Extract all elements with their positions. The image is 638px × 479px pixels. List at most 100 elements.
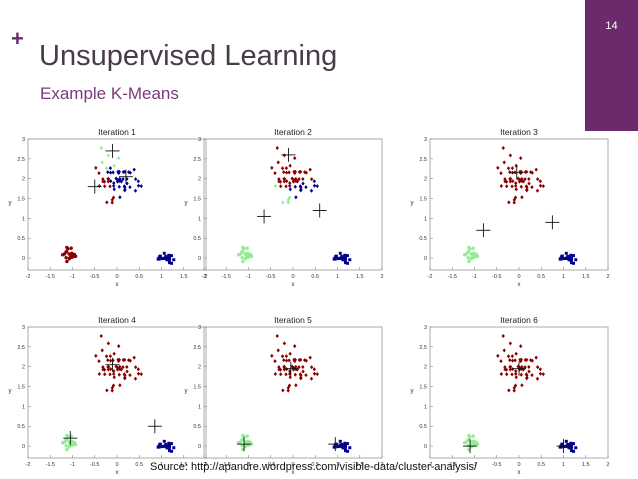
data-point [468, 435, 472, 439]
data-point [294, 367, 298, 372]
data-point [284, 372, 288, 377]
y-tick-label: 0.5 [193, 236, 201, 242]
data-point [541, 372, 545, 377]
data-point [514, 369, 518, 374]
data-point [282, 153, 287, 158]
data-point [524, 357, 529, 362]
data-point [97, 184, 102, 189]
data-point [281, 200, 285, 205]
data-point [571, 442, 575, 446]
data-point [280, 354, 285, 359]
y-tick-label: 2 [424, 365, 427, 371]
data-point [133, 376, 138, 381]
data-point [538, 179, 543, 184]
y-tick-label: 1 [424, 404, 427, 410]
x-tick-label: 1.5 [356, 274, 364, 280]
data-point [245, 246, 249, 250]
data-point [466, 438, 471, 442]
data-point [524, 169, 529, 174]
data-point [102, 372, 107, 377]
data-point [249, 442, 254, 446]
data-point [240, 443, 244, 448]
data-point [282, 341, 287, 346]
data-point [503, 177, 507, 182]
data-point [118, 195, 122, 200]
data-point [568, 446, 572, 450]
y-tick-label: 1 [198, 404, 201, 410]
data-point [114, 364, 118, 369]
x-axis-label: x [292, 282, 295, 288]
y-tick-label: 2 [424, 177, 427, 183]
data-point [122, 184, 127, 189]
data-point [117, 169, 122, 174]
data-point [304, 358, 308, 363]
plot-frame [203, 138, 383, 271]
data-point [503, 179, 507, 184]
y-tick-label: 3 [424, 325, 427, 331]
data-point [345, 254, 349, 258]
data-point [304, 170, 308, 175]
data-point [510, 358, 515, 363]
data-point [565, 256, 569, 260]
data-point [101, 177, 105, 182]
data-point [499, 372, 504, 377]
data-point [136, 183, 141, 188]
data-point [312, 367, 317, 372]
x-tick-label: 0.5 [537, 274, 545, 280]
plot-title: Iteration 1 [98, 127, 136, 137]
x-axis-label: x [292, 470, 295, 476]
data-point [70, 443, 74, 447]
x-tick-label: 1 [562, 462, 565, 468]
data-point [168, 449, 172, 453]
data-point [280, 166, 285, 171]
x-tick-label: -1.5 [448, 274, 457, 280]
x-tick-label: 0 [115, 274, 118, 280]
data-point [288, 187, 292, 192]
data-point [132, 167, 136, 172]
data-point [136, 367, 141, 372]
data-point [508, 367, 513, 372]
data-point [118, 383, 122, 388]
x-tick-label: 1.5 [356, 462, 364, 468]
data-point [475, 442, 480, 446]
data-point [467, 259, 471, 264]
data-point [172, 446, 176, 450]
data-point [520, 179, 524, 184]
data-point [559, 257, 563, 261]
data-point [97, 372, 102, 377]
data-point [560, 442, 564, 446]
y-axis-label: y [411, 389, 414, 395]
x-tick-label: -2 [26, 462, 31, 468]
data-point [472, 255, 476, 259]
data-point [104, 354, 109, 359]
data-point [342, 258, 346, 262]
x-tick-label: 1 [336, 274, 339, 280]
data-point [275, 146, 279, 151]
data-point [570, 449, 574, 453]
data-point [238, 252, 243, 256]
data-point [569, 441, 573, 445]
data-point [508, 179, 513, 184]
x-axis-label: x [518, 282, 521, 288]
data-point [514, 375, 518, 380]
plot-frame [27, 138, 207, 271]
source-citation: Source: http://apandre.wordpress.com/vis… [150, 461, 478, 473]
y-tick-label: 0.5 [193, 424, 201, 430]
data-point [112, 351, 116, 356]
data-point [166, 446, 170, 450]
data-point [566, 254, 570, 258]
y-tick-label: 0.5 [17, 236, 25, 242]
data-point [102, 179, 107, 184]
data-point [282, 170, 286, 175]
data-point [125, 364, 129, 369]
data-point [285, 179, 289, 184]
data-point [309, 188, 314, 193]
y-axis-label: y [185, 389, 188, 395]
data-point [471, 246, 475, 250]
data-point [519, 357, 524, 362]
plot-title: Iteration 3 [500, 127, 538, 137]
data-point [513, 358, 517, 363]
x-tick-label: -1 [246, 274, 251, 280]
data-point [109, 179, 113, 184]
data-point [273, 359, 277, 364]
